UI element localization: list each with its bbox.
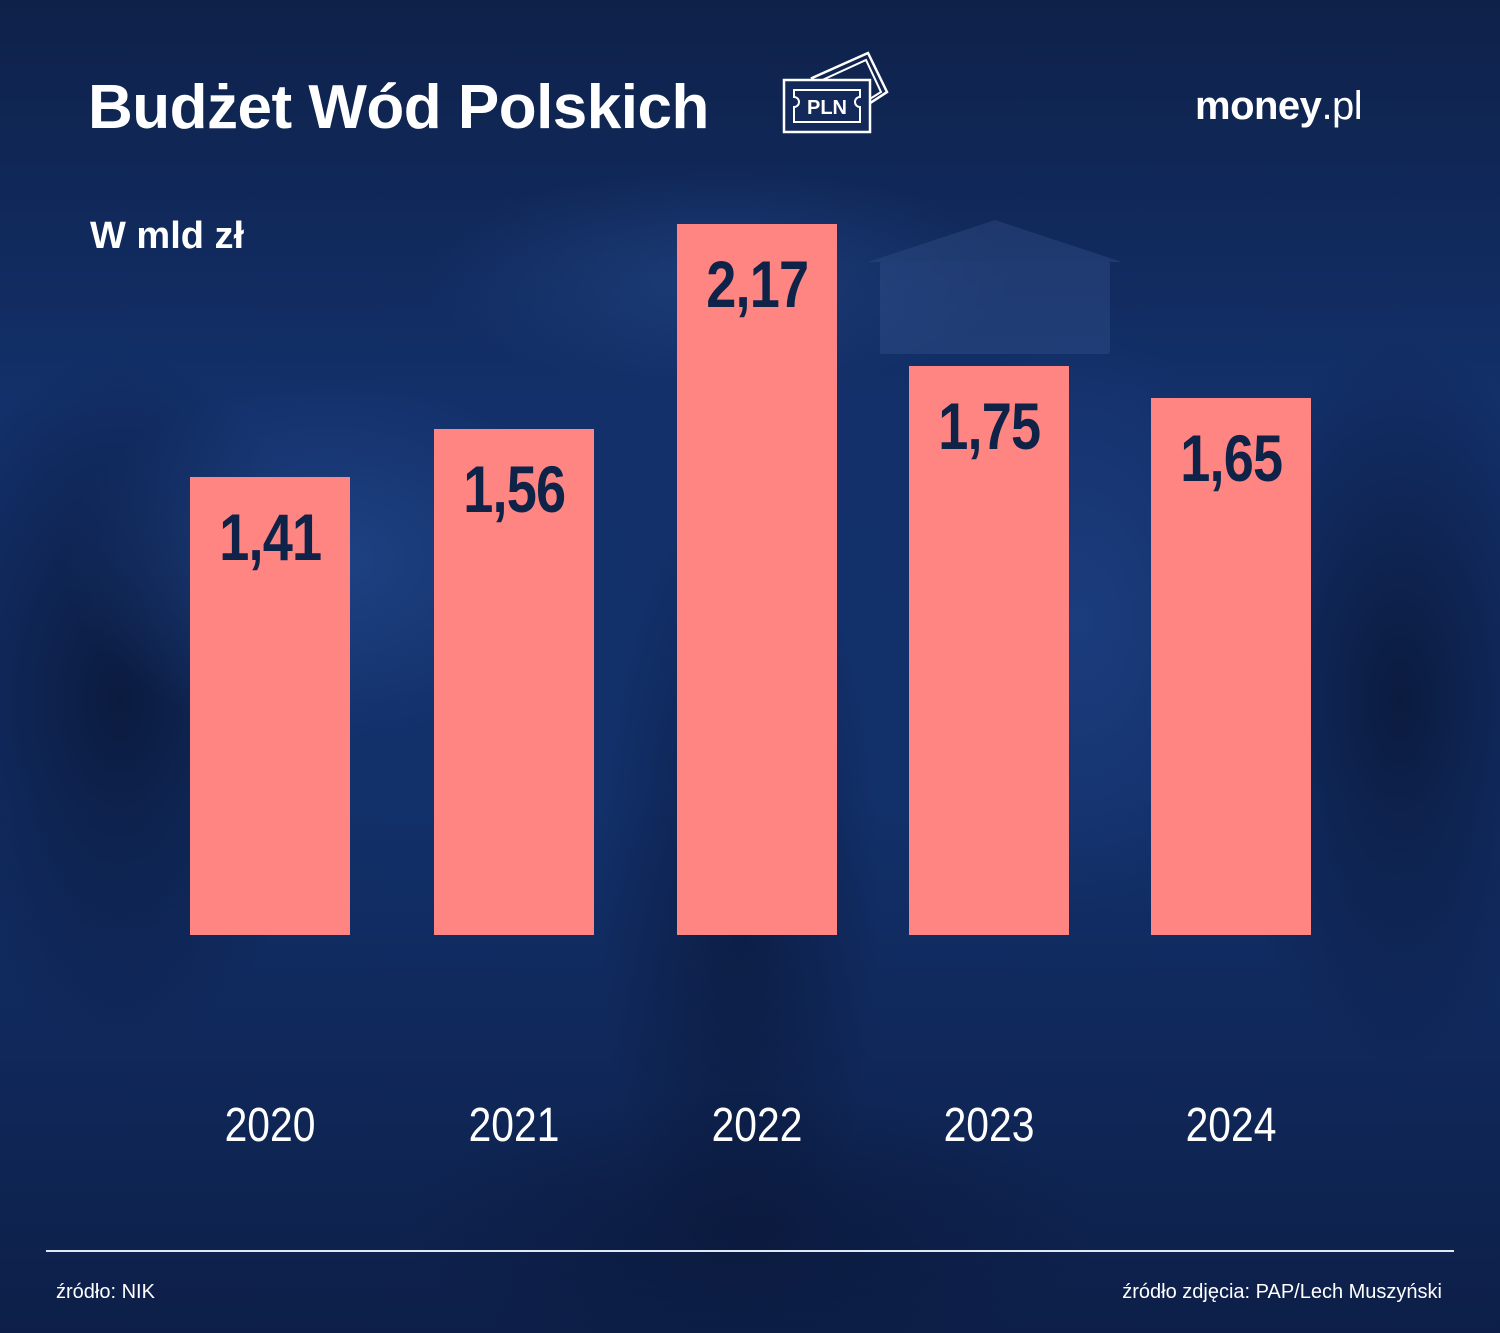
bar-value-2021: 1,56 <box>462 452 566 526</box>
bar-value-2024: 1,65 <box>1179 421 1283 495</box>
bar-value-2020: 1,41 <box>218 500 322 574</box>
x-label-2023: 2023 <box>943 1099 1035 1152</box>
chart-subtitle: W mld zł <box>90 215 245 257</box>
photo-source: źródło zdjęcia: PAP/Lech Muszyński <box>1122 1281 1442 1303</box>
pln-icon-text: PLN <box>807 97 847 119</box>
x-label-2020: 2020 <box>224 1099 316 1152</box>
bar-chart: 1,41 1,56 2,17 1,75 1,65 2020 2021 2022 … <box>190 224 1311 1152</box>
data-source: źródło: NIK <box>56 1281 155 1303</box>
bar-value-2022: 2,17 <box>705 247 809 321</box>
footer-divider <box>46 1250 1454 1252</box>
background-building <box>868 220 1122 354</box>
banknote-pln-icon: PLN <box>780 50 890 140</box>
x-label-2024: 2024 <box>1185 1099 1277 1152</box>
bar-2021: 1,56 <box>434 429 594 935</box>
bar-2022: 2,17 <box>677 224 837 935</box>
bar-value-2023: 1,75 <box>937 389 1041 463</box>
bar-2023: 1,75 <box>909 366 1069 935</box>
money-pl-logo: money.pl <box>1195 84 1363 129</box>
x-label-2021: 2021 <box>468 1099 560 1152</box>
chart-title: Budżet Wód Polskich <box>88 73 709 142</box>
bar-2024: 1,65 <box>1151 398 1311 935</box>
logo-main: money <box>1195 84 1322 128</box>
logo-suffix: .pl <box>1321 84 1363 128</box>
x-label-2022: 2022 <box>711 1099 803 1152</box>
bar-2020: 1,41 <box>190 477 350 935</box>
